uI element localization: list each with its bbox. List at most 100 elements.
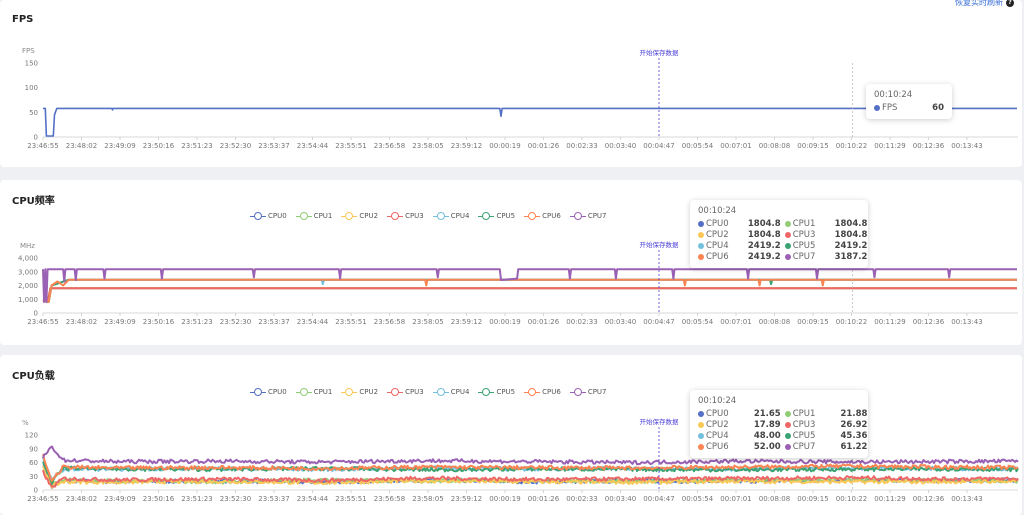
x-tick-label: 23:55:51 [335,495,366,503]
fps-panel: 恢复实时刷新 ? FPS FPS 0 50 100 150 23:46:55 23:48:0… [0,0,1022,167]
series-dot-icon [698,411,704,417]
tooltip-series-name: CPU5 [784,241,815,251]
tooltip-series-label: CPU7 [792,252,816,262]
tooltip-series-name: CPU2 [698,420,729,430]
tooltip-series-name: FPS [874,103,897,113]
x-tick-label: 00:12:36 [913,318,945,326]
legend-label: CPU7 [587,212,607,220]
series-line-cpu7 [42,445,1019,466]
legend-item-cpu6[interactable]: CPU6 [524,212,561,220]
legend-item-cpu7[interactable]: CPU7 [569,388,607,396]
tooltip-time: 00:10:24 [874,90,913,100]
tooltip-series-name: CPU7 [784,442,815,452]
legend-item-cpu2[interactable]: CPU2 [341,212,378,220]
save-start-marker-label: 开始保存数据 [640,48,680,57]
x-tick-label: 23:50:16 [143,318,175,326]
x-tick-label: 23:49:09 [104,318,135,326]
cpu-frequency-panel: CPU频率 CPU0 CPU1 CPU2 CPU3 CPU4 CPU5 CPU6 CPU7 M… [0,180,1022,345]
fps-chart[interactable]: FPS 0 50 100 150 23:46:55 23:48:02 23:49:09 23:5… [0,0,1022,167]
x-tick-label: 23:53:37 [258,318,289,326]
y-axis-unit: % [22,419,29,427]
series-dot-icon [784,411,791,417]
x-tick-label: 00:04:47 [643,495,674,503]
series-line-cpu3 [42,469,1019,488]
legend-line-circle-icon [524,388,541,396]
legend-label: CPU2 [359,212,379,220]
cpu-load-chart[interactable]: % 0 30 60 90 120 23:46:55 23:48:02 23:49:09 23:50… [0,355,1022,515]
tooltip-series-value: 1804.8 [747,219,781,229]
legend-item-cpu3[interactable]: CPU3 [387,212,424,220]
chart-legend: CPU0 CPU1 CPU2 CPU3 CPU4 CPU5 CPU6 CPU7 [250,388,607,396]
x-tick-label: 23:52:30 [220,495,251,503]
legend-line-circle-icon [250,388,266,396]
y-tick-label: 30 [29,473,38,481]
y-tick-label: 90 [29,445,38,453]
tooltip-series-label: CPU0 [706,219,729,229]
x-tick-label: 23:51:23 [181,318,212,326]
legend-item-cpu5[interactable]: CPU5 [478,388,515,396]
x-tick-label: 00:04:47 [643,142,674,150]
legend-line-circle-icon [569,388,586,396]
tooltip-series-value: 3187.2 [834,252,868,262]
tooltip-time: 00:10:24 [698,206,737,216]
legend-item-cpu4[interactable]: CPU4 [432,388,470,396]
tooltip-series-value: 21.88 [840,409,868,419]
tooltip-series-value: 45.36 [840,431,868,441]
legend-item-cpu7[interactable]: CPU7 [569,212,607,220]
cpu-load-tooltip: 00:10:24 CPU0 21.65 CPU1 21.88 CPU2 17.89 CPU3 2… [690,390,868,458]
tooltip-series-label: CPU3 [792,230,816,240]
series-dot-icon [698,422,704,428]
series-dot-icon [784,232,791,238]
x-tick-label: 00:05:54 [682,495,714,503]
legend-item-cpu0[interactable]: CPU0 [250,212,287,220]
tooltip-series-label: CPU5 [792,431,816,441]
legend-line-circle-icon [341,388,358,396]
series-dot-icon [698,243,704,249]
legend-line-circle-icon [295,212,312,220]
legend-item-cpu5[interactable]: CPU5 [478,212,515,220]
cpu-frequency-tooltip: 00:10:24 CPU0 1804.8 CPU1 1804.8 CPU2 1804.8 CP… [690,200,868,268]
question-circle-icon[interactable]: ? [1006,0,1014,7]
x-tick-label: 23:48:02 [66,142,97,150]
x-tick-label: 00:11:29 [874,495,905,503]
x-tick-label: 00:02:33 [566,318,597,326]
legend-label: CPU1 [313,212,333,220]
legend-line-circle-icon [569,212,586,220]
tooltip-series-name: CPU1 [784,219,815,229]
resume-realtime-refresh-link[interactable]: 恢复实时刷新 ? [955,0,1014,8]
series-line-cpu5 [42,278,1017,303]
legend-line-circle-icon [478,212,495,220]
series-dot-icon [698,254,704,260]
x-tick-label: 23:54:44 [297,318,329,326]
legend-item-cpu0[interactable]: CPU0 [250,388,287,396]
series-dot-icon [784,254,791,260]
y-tick-label: 60 [29,459,38,467]
x-tick-label: 00:12:36 [913,142,945,150]
legend-item-cpu2[interactable]: CPU2 [341,388,378,396]
legend-label: CPU6 [542,388,561,396]
series-line-cpu6 [42,278,1017,303]
resume-realtime-refresh-label[interactable]: 恢复实时刷新 [955,0,1003,7]
legend-line-circle-icon [341,212,358,220]
tooltip-series-label: CPU6 [706,442,729,452]
x-tick-label: 23:52:30 [220,318,251,326]
legend-item-cpu3[interactable]: CPU3 [387,388,424,396]
legend-line-circle-icon [478,388,495,396]
legend-item-cpu1[interactable]: CPU1 [295,212,333,220]
tooltip-series-value: 2419.2 [747,252,781,262]
x-tick-label: 23:46:55 [27,318,58,326]
y-tick-label: 0 [34,134,38,142]
legend-item-cpu1[interactable]: CPU1 [295,388,332,396]
tooltip-series-value: 1804.8 [834,219,868,229]
tooltip-series-value: 1804.8 [747,230,781,240]
x-tick-label: 00:01:26 [528,142,560,150]
y-tick-label: 3,000 [18,268,38,276]
legend-item-cpu6[interactable]: CPU6 [524,388,561,396]
legend-item-cpu4[interactable]: CPU4 [432,212,469,220]
cpu-frequency-chart[interactable]: MHz 0 1,000 2,000 3,000 4,000 23:46:55 23:48:02… [0,180,1022,345]
series-dot-icon [784,243,791,249]
legend-label: CPU4 [450,388,470,396]
save-start-marker-label: 开始保存数据 [640,417,680,426]
x-tick-label: 00:03:40 [605,318,636,326]
series-dot-icon [784,444,791,450]
